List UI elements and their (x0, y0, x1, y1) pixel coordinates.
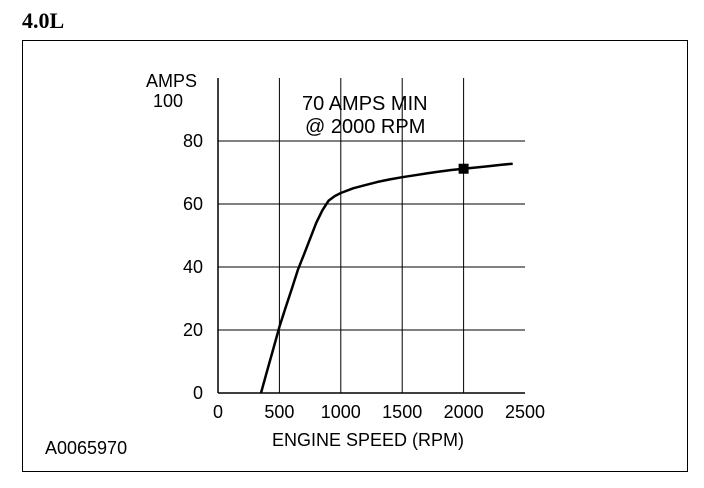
y-tick-label-20: 20 (183, 320, 203, 340)
y-tick-label-60: 60 (183, 194, 203, 214)
chart-grid (218, 78, 525, 393)
x-tick-label-500: 500 (264, 402, 294, 422)
y-axis-label: AMPS (146, 71, 197, 91)
y-tick-label-40: 40 (183, 257, 203, 277)
annotation-rpm: @ 2000 RPM (305, 116, 425, 138)
annotation-min-amps: 70 AMPS MIN (302, 93, 428, 115)
x-tick-label-2500: 2500 (505, 402, 545, 422)
x-tick-label-0: 0 (213, 402, 223, 422)
x-tick-label-2000: 2000 (444, 402, 484, 422)
y-tick-label-80: 80 (183, 131, 203, 151)
y-tick-label-100: 100 (153, 91, 183, 111)
figure-frame (22, 40, 688, 472)
y-tick-label-0: 0 (193, 383, 203, 403)
x-tick-label-1500: 1500 (382, 402, 422, 422)
figure-heading: 4.0L (22, 8, 65, 33)
chart-axes (217, 78, 525, 394)
x-tick-label-1000: 1000 (321, 402, 361, 422)
series-line-0 (259, 162, 513, 394)
chart-series (259, 162, 513, 394)
annotation-marker-0 (458, 163, 469, 174)
figure-id: A0065970 (45, 438, 127, 458)
x-axis-label: ENGINE SPEED (RPM) (272, 430, 464, 450)
